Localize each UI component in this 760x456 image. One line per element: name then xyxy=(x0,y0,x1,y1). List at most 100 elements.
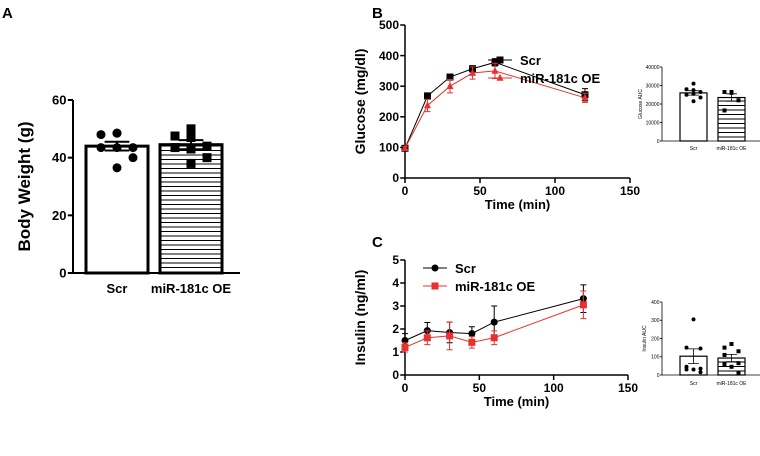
c-y-tick-label: 5 xyxy=(392,253,399,267)
c-legend-marker xyxy=(431,264,439,272)
c-inset-y-tick-label: 300 xyxy=(651,318,660,324)
b-inset-data-point xyxy=(691,91,696,96)
c-inset-data-point xyxy=(684,345,689,350)
c-data-point xyxy=(490,318,498,326)
a-data-point xyxy=(186,144,196,154)
panel-label-c: C xyxy=(372,234,383,251)
c-data-point xyxy=(468,330,476,338)
c-y-tick-label: 2 xyxy=(392,322,399,336)
b-inset-data-point xyxy=(722,108,727,113)
a-data-point xyxy=(186,158,196,168)
c-data-point xyxy=(401,337,409,344)
a-data-point xyxy=(96,143,106,153)
b-inset-bar-1 xyxy=(717,96,746,142)
c-x-tick-label: 100 xyxy=(544,381,564,395)
b-y-label: Glucose (mg/dl) xyxy=(352,49,368,155)
c-data-point xyxy=(423,334,431,342)
c-series-line-0 xyxy=(404,298,584,341)
a-data-point xyxy=(186,132,196,142)
c-x-tick-label: 50 xyxy=(473,381,487,395)
a-data-point xyxy=(170,131,180,141)
b-legend-label: Scr xyxy=(520,53,541,68)
b-x-tick-label: 100 xyxy=(545,184,565,198)
c-inset-data-point xyxy=(722,345,727,350)
a-data-point xyxy=(128,143,138,153)
c-inset-category-label: Scr xyxy=(690,381,698,387)
c-data-point xyxy=(579,301,587,309)
c-inset-data-point xyxy=(698,366,703,371)
c-y-tick-label: 1 xyxy=(392,345,399,359)
c-y-tick-label: 3 xyxy=(392,299,399,313)
b-inset-y-tick-label: 0 xyxy=(657,139,660,145)
c-data-point xyxy=(401,343,409,351)
c-inset-y-tick-label: 200 xyxy=(651,336,660,342)
panel-label-a: A xyxy=(2,5,13,22)
b-inset-y-tick-label: 40000 xyxy=(646,65,660,71)
b-y-tick-label: 0 xyxy=(392,171,399,185)
b-x-label: Time (min) xyxy=(485,197,551,212)
a-data-point xyxy=(112,163,122,173)
b-series-line-0 xyxy=(404,61,586,149)
c-x-label: Time (min) xyxy=(484,394,550,409)
b-data-point xyxy=(401,144,409,152)
c-data-point xyxy=(490,334,498,342)
b-inset-data-point xyxy=(684,92,689,97)
c-inset-data-point xyxy=(736,349,741,354)
b-legend-label: miR-181c OE xyxy=(520,71,601,86)
c-inset-y-tick-label: 400 xyxy=(651,300,660,306)
b-data-point xyxy=(424,92,431,100)
c-inset-y-tick-label: 100 xyxy=(651,355,660,361)
a-data-point xyxy=(202,153,212,163)
b-data-point xyxy=(581,93,589,101)
b-legend-marker xyxy=(496,56,504,64)
c-inset-y-tick-label: 0 xyxy=(657,373,660,379)
c-y-tick-label: 4 xyxy=(392,276,399,290)
c-inset-error-bar-0 xyxy=(688,348,699,364)
b-x-tick-label: 50 xyxy=(473,184,487,198)
a-y-tick-label: 60 xyxy=(52,93,66,108)
b-inset-data-point xyxy=(736,98,741,103)
c-inset-error-bar-1 xyxy=(726,353,737,363)
b-y-tick-label: 100 xyxy=(379,141,399,155)
a-y-tick-label: 0 xyxy=(59,266,66,281)
c-inset-data-point xyxy=(729,364,734,369)
a-data-point xyxy=(128,153,138,163)
a-data-point xyxy=(170,143,180,153)
a-data-point xyxy=(112,128,122,138)
b-x-tick-label: 150 xyxy=(620,184,640,198)
b-inset-data-point xyxy=(698,89,703,94)
a-data-point xyxy=(96,130,106,140)
b-inset-data-point xyxy=(729,90,734,95)
c-inset-data-point xyxy=(722,352,727,357)
a-y-tick-label: 20 xyxy=(52,208,66,223)
c-inset-data-point xyxy=(729,341,734,346)
b-y-tick-label: 400 xyxy=(379,49,399,63)
b-inset-y-tick-label: 20000 xyxy=(646,102,660,108)
c-data-point xyxy=(446,332,454,340)
b-inset-y-label: Glucose AUC xyxy=(638,89,644,119)
b-inset-data-point xyxy=(691,99,696,104)
b-data-point xyxy=(491,66,499,74)
b-inset-data-point xyxy=(691,88,696,93)
c-y-tick-label: 0 xyxy=(392,368,399,382)
panel-label-b: B xyxy=(372,5,383,22)
c-inset-data-point xyxy=(684,364,689,369)
a-category-label: Scr xyxy=(107,281,128,296)
c-inset-data-point xyxy=(736,371,741,376)
b-y-tick-label: 500 xyxy=(379,18,399,32)
c-inset-y-label: Insulin AUC xyxy=(642,325,648,352)
b-inset-category-label: Scr xyxy=(690,146,698,152)
c-inset-data-point xyxy=(698,370,703,375)
b-data-point xyxy=(446,82,454,89)
b-series-line-1 xyxy=(404,70,586,149)
b-y-tick-label: 200 xyxy=(379,110,399,124)
c-series-line-1 xyxy=(404,304,584,348)
c-inset-data-point xyxy=(722,362,727,367)
b-legend-marker xyxy=(496,73,504,81)
b-data-point xyxy=(446,73,454,81)
c-legend-marker xyxy=(431,282,439,290)
a-data-point xyxy=(112,143,122,153)
b-inset-data-point xyxy=(698,95,703,100)
b-data-point xyxy=(491,58,499,66)
